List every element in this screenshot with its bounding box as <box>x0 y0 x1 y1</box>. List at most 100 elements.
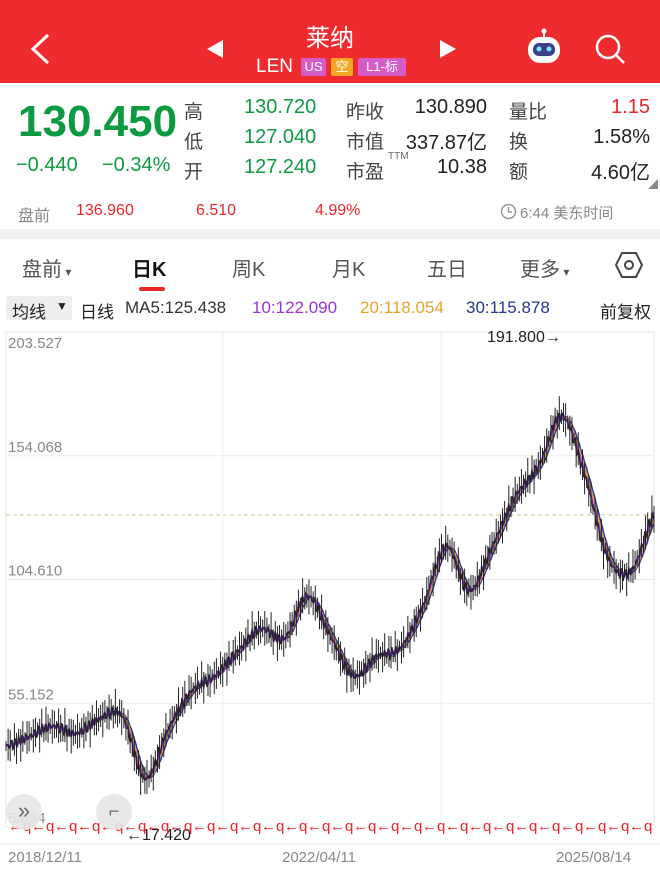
pe-value: 10.38 <box>436 156 487 178</box>
ma5-value: MA5:125.438 <box>125 298 227 317</box>
search-icon[interactable] <box>593 32 627 66</box>
premarket-price: 136.960 <box>76 202 134 219</box>
y-tick-label: 154.068 <box>8 439 62 456</box>
period-tabs: 盘前 ▾ 日K 周K 月K 五日 更多 ▾ <box>0 239 660 294</box>
event-marker: ←q <box>353 818 376 835</box>
turnover-label: 换 <box>509 132 529 153</box>
ma-selector[interactable]: 均线 ▼ <box>6 296 72 322</box>
event-marker: ←q <box>307 818 330 835</box>
open-label: 开 <box>184 162 204 183</box>
pe-label: 市盈 <box>346 162 385 183</box>
next-stock-icon[interactable] <box>438 40 458 58</box>
robot-assistant-icon[interactable] <box>524 28 564 66</box>
ma-selector-label: 均线 <box>12 303 46 322</box>
prev-close-value: 130.890 <box>414 96 487 118</box>
event-marker: ←q <box>560 818 583 835</box>
event-marker: ←q <box>330 818 353 835</box>
short-badge: 空 <box>331 58 353 76</box>
tab-weekly-k[interactable]: 周K <box>232 259 266 281</box>
event-marker: ←q <box>77 818 100 835</box>
event-marker: ←q <box>606 818 629 835</box>
event-marker: ←q <box>399 818 422 835</box>
ma20-value: 20:118.054 <box>360 298 444 317</box>
low-label: 低 <box>184 132 204 153</box>
fullscreen-icon[interactable]: ⌐ <box>96 794 132 830</box>
amount-label: 额 <box>509 162 529 183</box>
event-marker: ←q <box>583 818 606 835</box>
turnover-value: 1.58% <box>593 126 650 148</box>
stock-name: 莱纳 <box>306 25 354 52</box>
event-marker: ←q <box>261 818 284 835</box>
premarket-change: 6.510 <box>196 202 237 219</box>
low-value: 127.040 <box>244 126 317 148</box>
ma-legend-row: 均线 ▼ 日线 MA5:125.438 10:122.090 20:118.05… <box>0 294 660 324</box>
premarket-row: 盘前 136.960 6.510 4.99% 6:44 美东时间 <box>0 193 660 229</box>
prev-close-label: 昨收 <box>346 102 385 123</box>
clock-icon <box>500 203 517 220</box>
x-tick-label: 2018/12/11 <box>8 849 82 866</box>
amount-value: 4.60亿 <box>591 162 650 184</box>
chart-canvas[interactable]: 203.527154.068104.61055.1525.694191.800→… <box>0 324 660 877</box>
mkt-cap-value: 337.87亿 <box>405 132 487 154</box>
tab-five-day[interactable]: 五日 <box>427 259 467 281</box>
event-marker: ←q <box>422 818 445 835</box>
premarket-label: 盘前 <box>18 208 51 225</box>
ma30-value: 30:115.878 <box>466 298 550 317</box>
tab-more[interactable]: 更多 ▾ <box>520 259 570 281</box>
tab-monthly-k[interactable]: 月K <box>332 259 366 281</box>
price-line <box>5 412 655 781</box>
open-value: 127.240 <box>244 156 317 178</box>
chevron-down-icon: ▼ <box>56 299 68 313</box>
premarket-change-pct: 4.99% <box>315 202 361 219</box>
event-marker: ←q <box>514 818 537 835</box>
tab-daily-k[interactable]: 日K <box>132 259 167 281</box>
adjust-mode[interactable]: 前复权 <box>600 303 651 322</box>
tab-premarket[interactable]: 盘前 ▾ <box>22 259 72 281</box>
settings-hexagon-icon[interactable] <box>614 251 644 279</box>
event-marker: ←q <box>146 818 169 835</box>
pe-ttm-tag: TTM <box>388 151 409 162</box>
event-marker: ←q <box>123 818 146 835</box>
price-change-pct: −0.34% <box>102 154 171 176</box>
header-bar: 莱纳 LEN US 空 L1-标 <box>0 0 660 83</box>
mkt-cap-label: 市值 <box>346 132 385 153</box>
prev-stock-icon[interactable] <box>205 40 225 58</box>
period-label: 日线 <box>80 303 114 322</box>
expand-corner-icon[interactable] <box>648 179 658 189</box>
y-tick-label: 104.610 <box>8 563 62 580</box>
event-marker: ←q <box>54 818 77 835</box>
y-tick-label: 55.152 <box>8 686 54 703</box>
quote-panel: 130.450 −0.440 −0.34% 高 低 开 130.720 127.… <box>0 83 660 193</box>
premarket-time: 6:44 美东时间 <box>520 205 614 222</box>
event-marker: ←q <box>215 818 238 835</box>
expand-panel-icon[interactable]: » <box>6 794 42 830</box>
section-divider <box>0 229 660 239</box>
y-tick-label: 203.527 <box>8 335 62 352</box>
event-marker: ←q <box>629 818 652 835</box>
event-marker: ←q <box>445 818 468 835</box>
event-marker: ←q <box>468 818 491 835</box>
market-badge: US <box>301 58 326 76</box>
x-tick-label: 2025/08/14 <box>556 849 631 866</box>
event-marker: ←q <box>376 818 399 835</box>
event-marker: ←q <box>284 818 307 835</box>
active-tab-indicator <box>139 287 165 291</box>
event-marker: ←q <box>537 818 560 835</box>
event-marker: ←q <box>491 818 514 835</box>
event-marker: ←q <box>238 818 261 835</box>
last-price: 130.450 <box>18 97 178 146</box>
vol-ratio-value: 1.15 <box>611 96 650 118</box>
ticker-symbol: LEN <box>256 56 293 77</box>
ma10-value: 10:122.090 <box>252 298 338 317</box>
level-badge: L1-标 <box>358 58 406 76</box>
back-arrow-icon[interactable] <box>28 32 52 66</box>
event-marker: ←q <box>169 818 192 835</box>
kline-chart[interactable]: 203.527154.068104.61055.1525.694191.800→… <box>0 324 660 877</box>
vol-ratio-label: 量比 <box>509 102 548 123</box>
price-change: −0.440 <box>16 154 78 176</box>
high-label: 高 <box>184 102 204 123</box>
event-marker: ←q <box>192 818 215 835</box>
high-value: 130.720 <box>244 96 317 118</box>
max-annotation: 191.800→ <box>487 329 561 346</box>
x-tick-label: 2022/04/11 <box>282 849 356 866</box>
